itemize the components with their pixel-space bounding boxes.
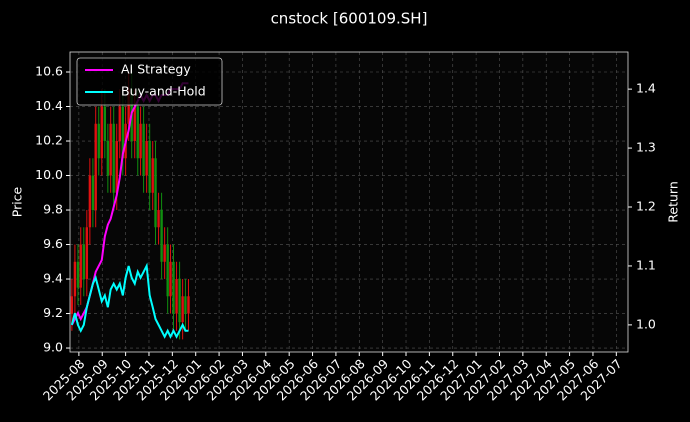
candle-body xyxy=(172,261,175,314)
y-tick-label: 9.0 xyxy=(43,340,63,355)
candle-body xyxy=(160,210,163,262)
candle-body xyxy=(151,158,154,193)
legend-box xyxy=(76,57,223,106)
candle-body xyxy=(82,244,85,280)
candle-body xyxy=(175,279,178,314)
y2-axis-label: Return xyxy=(666,181,681,222)
y-tick-label: 9.6 xyxy=(43,236,63,251)
legend-label: Buy-and-Hold xyxy=(121,84,206,99)
y-tick-label: 10.6 xyxy=(35,64,63,79)
chart-title: cnstock [600109.SH] xyxy=(271,10,428,28)
y2-tick-label: 1.0 xyxy=(636,316,656,331)
candle-body xyxy=(127,89,130,124)
axes-frame xyxy=(69,51,629,353)
y2-tick-label: 1.2 xyxy=(636,199,656,214)
candle-body xyxy=(115,141,118,193)
candle-body xyxy=(112,123,115,193)
candle-body xyxy=(79,244,82,288)
candle-body xyxy=(91,175,95,211)
candle-body xyxy=(100,106,103,159)
candle-body xyxy=(88,175,92,228)
legend-label: AI Strategy xyxy=(121,62,191,77)
candle-body xyxy=(118,106,121,142)
line-series xyxy=(70,262,189,339)
y-tick-label: 10.2 xyxy=(35,133,63,148)
candle-body xyxy=(133,106,136,142)
candle-body xyxy=(76,261,80,288)
y-tick-label: 10.0 xyxy=(35,167,63,182)
y-tick-label: 10.4 xyxy=(35,98,63,113)
candle-body xyxy=(70,296,74,314)
y2-tick-label: 1.3 xyxy=(636,140,656,155)
candle-body xyxy=(109,123,112,176)
candle-body xyxy=(94,123,97,211)
candle-body xyxy=(187,296,190,314)
candle-body xyxy=(85,227,89,280)
candle-body xyxy=(178,279,181,323)
candle-body xyxy=(121,106,125,159)
y-tick-label: 9.8 xyxy=(43,202,63,217)
candle-body xyxy=(181,296,184,323)
y2-tick-label: 1.4 xyxy=(636,81,656,96)
y-tick-label: 9.4 xyxy=(43,271,63,286)
candle-body xyxy=(166,244,169,297)
candle-body xyxy=(157,210,160,228)
candle-body xyxy=(73,261,77,297)
y-axis-label: Price xyxy=(10,186,25,217)
y2-tick-label: 1.1 xyxy=(636,257,656,272)
candle-body xyxy=(103,106,107,142)
candle-body xyxy=(154,158,157,228)
candle-body xyxy=(169,261,172,297)
legend: AI Strategy Buy-and-Hold xyxy=(76,57,223,106)
candle-body xyxy=(145,141,148,176)
candle-body xyxy=(106,141,110,176)
candle-body xyxy=(148,141,151,193)
candle-body xyxy=(136,106,139,159)
candle-body xyxy=(139,123,142,159)
candle-body xyxy=(142,123,145,176)
candle-body xyxy=(97,123,100,159)
candle-body xyxy=(184,296,187,314)
y-tick-label: 9.2 xyxy=(43,305,63,320)
candle-body xyxy=(163,244,166,262)
